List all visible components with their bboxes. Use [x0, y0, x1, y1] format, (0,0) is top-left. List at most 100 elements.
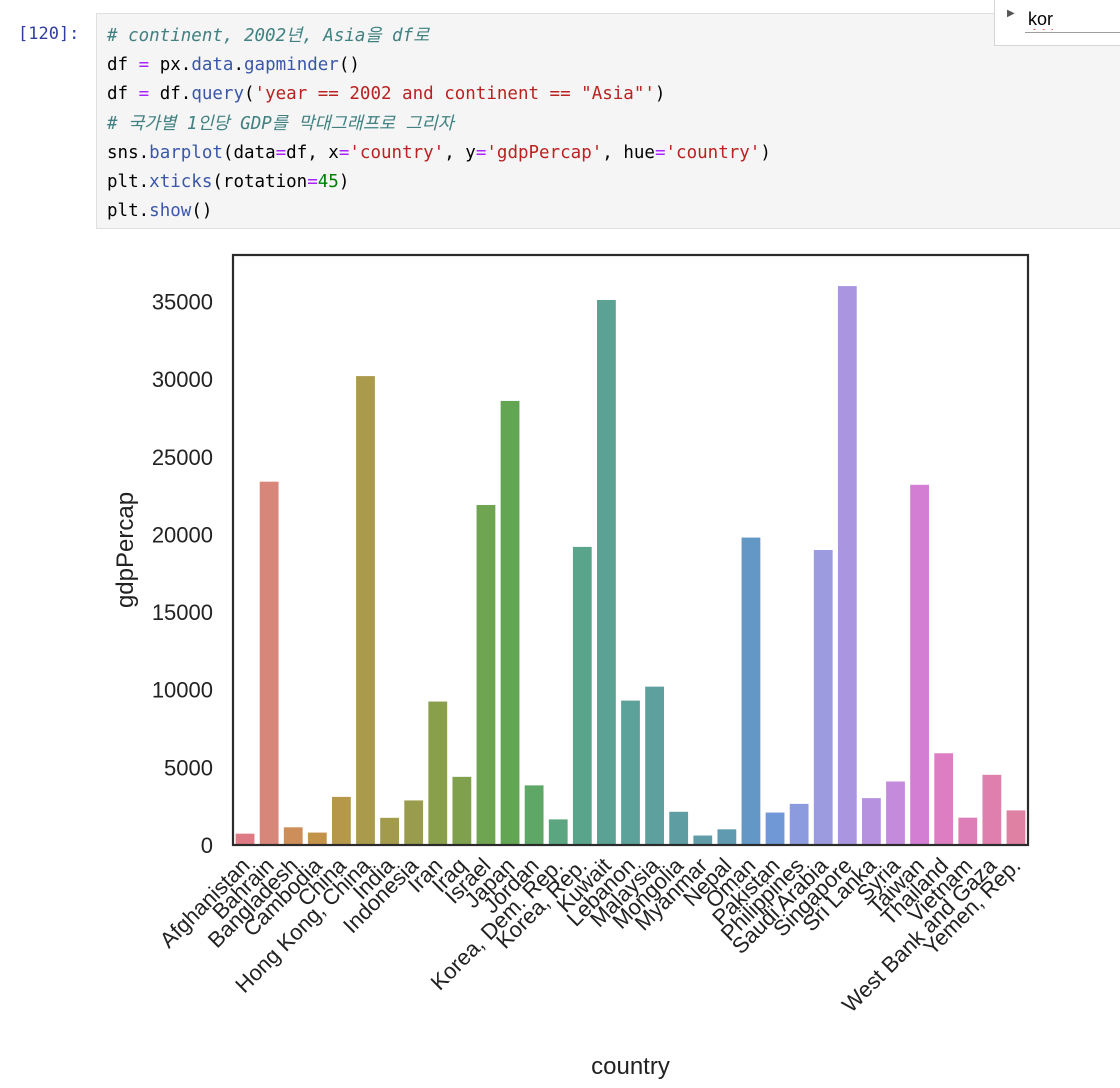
code-line: plt.xticks(rotation=45)	[107, 168, 771, 197]
code-editor[interactable]: # continent, 2002년, Asia을 df로 df = px.dat…	[107, 22, 771, 226]
code-line: # continent, 2002년, Asia을 df로	[107, 22, 771, 51]
y-tick-label: 0	[201, 833, 213, 858]
bar-8	[428, 701, 448, 845]
bar-25	[837, 286, 857, 846]
code-token: (rotation	[212, 172, 308, 193]
y-tick-label: 10000	[152, 678, 213, 703]
bar-0	[235, 833, 255, 845]
bar-6	[380, 817, 399, 845]
code-token: query	[191, 84, 244, 105]
code-token: )	[760, 142, 771, 163]
code-token: 'year == 2002 and continent == "Asia"'	[254, 84, 655, 105]
code-token: px	[149, 55, 181, 76]
bar-17	[645, 686, 664, 845]
code-token: )	[338, 172, 350, 193]
bar-11	[500, 400, 520, 845]
bar-29	[934, 753, 954, 845]
code-token: data	[191, 55, 234, 76]
bar-30	[958, 817, 978, 845]
code-token: plt	[107, 201, 139, 222]
code-token: , hue	[602, 142, 655, 163]
code-token: ()	[338, 55, 360, 76]
y-axis-label: gdpPercap	[112, 492, 139, 608]
code-token: , y	[444, 142, 476, 163]
code-cell[interactable]: # continent, 2002년, Asia을 df로 df = px.dat…	[96, 13, 1120, 229]
code-token: .	[180, 84, 192, 105]
bar-13	[548, 819, 568, 845]
bar-9	[452, 776, 472, 845]
bar-5	[356, 376, 375, 845]
bar-27	[886, 781, 905, 845]
bar-21	[741, 537, 761, 845]
expand-triangle-icon[interactable]: ▶	[1007, 8, 1015, 19]
code-token: df	[149, 84, 181, 105]
code-line: plt.show()	[107, 197, 771, 226]
bar-31	[982, 774, 1002, 845]
bar-23	[789, 803, 809, 845]
bar-1	[259, 481, 279, 845]
bar-19	[693, 835, 713, 845]
code-token: sns	[107, 142, 139, 163]
bar-18	[669, 811, 689, 845]
bar-32	[1006, 810, 1026, 845]
bar-20	[717, 829, 737, 845]
code-token: # continent, 2002년, Asia을 df로	[107, 26, 430, 46]
code-line: sns.barplot(data=df, x='country', y='gdp…	[107, 139, 771, 168]
code-token: show	[149, 201, 192, 222]
code-token: (	[244, 84, 255, 105]
bar-7	[404, 800, 424, 845]
code-token: .	[138, 172, 150, 193]
code-token: =	[138, 55, 150, 76]
y-tick-label: 35000	[152, 290, 213, 315]
y-tick-label: 15000	[152, 600, 213, 625]
code-line: df = df.query('year == 2002 and continen…	[107, 80, 771, 109]
bar-12	[524, 785, 544, 845]
bar-22	[765, 812, 785, 845]
code-token: gapminder	[244, 55, 339, 76]
code-token: barplot	[149, 142, 223, 163]
code-token: plt	[107, 172, 139, 193]
code-token: df	[107, 84, 139, 105]
code-line: # 국가별 1인당 GDP를 막대그래프로 그리자	[107, 110, 771, 139]
y-tick-label: 5000	[164, 755, 213, 780]
code-token: .	[180, 55, 192, 76]
bar-3	[307, 832, 327, 845]
code-token: # 국가별 1인당 GDP를 막대그래프로 그리자	[107, 113, 454, 134]
code-token: df	[107, 55, 139, 76]
code-token: =	[138, 84, 150, 105]
y-tick-label: 25000	[152, 445, 213, 470]
plot-frame	[231, 253, 1030, 847]
code-token: df, x	[286, 142, 339, 163]
code-token: 'gdpPercap'	[486, 142, 603, 163]
code-token: xticks	[149, 172, 213, 193]
code-token: .	[138, 142, 150, 163]
code-token: (data	[222, 142, 276, 163]
code-token: .	[138, 201, 150, 222]
code-token: =	[275, 142, 287, 163]
find-input[interactable]	[1025, 6, 1120, 33]
find-panel: ▶	[994, 0, 1120, 46]
x-axis-label: country	[591, 1053, 670, 1080]
code-token: 'country'	[349, 142, 445, 163]
bar-16	[621, 700, 640, 845]
bar-15	[597, 300, 616, 845]
bar-10	[476, 504, 496, 845]
bar-4	[332, 796, 351, 845]
bar-24	[813, 550, 833, 845]
code-line: df = px.data.gapminder()	[107, 51, 771, 80]
bar-14	[572, 546, 592, 845]
code-token: 'country'	[665, 142, 761, 163]
code-token: =	[307, 172, 318, 193]
cell-prompt: [120]:	[18, 24, 80, 44]
bar-26	[862, 798, 881, 845]
code-token: )	[654, 84, 666, 105]
bar-2	[283, 827, 303, 845]
bar-28	[910, 484, 929, 845]
code-token: =	[654, 142, 666, 163]
code-token: .	[233, 55, 245, 76]
code-token: =	[338, 142, 350, 163]
y-tick-label: 30000	[152, 367, 213, 392]
y-tick-label: 20000	[152, 522, 213, 547]
code-token: =	[475, 142, 487, 163]
